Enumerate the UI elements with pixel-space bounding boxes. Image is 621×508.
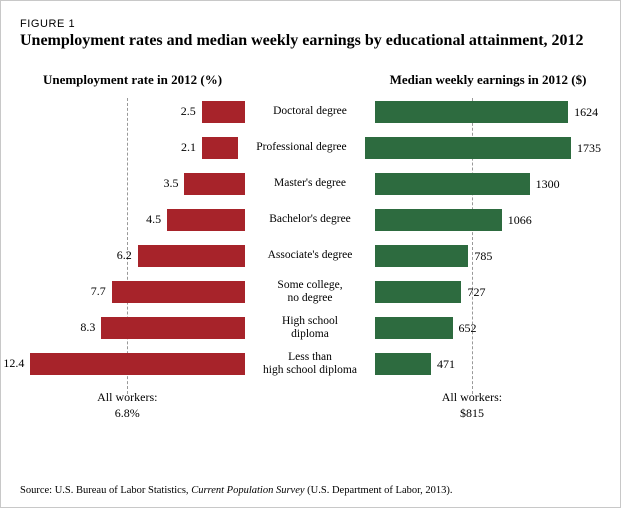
- category-label: Bachelor's degree: [245, 213, 375, 226]
- left-ref-label-1: All workers:: [87, 390, 167, 406]
- unemployment-value: 4.5: [146, 212, 161, 227]
- unemployment-bar: [167, 209, 245, 231]
- unemployment-bar: [202, 137, 238, 159]
- left-bar-zone: 6.2: [20, 242, 245, 270]
- panel-title-spacer: [245, 72, 375, 88]
- unemployment-value: 2.5: [181, 104, 196, 119]
- category-label: Some college,no degree: [245, 279, 375, 305]
- category-label: Less thanhigh school diploma: [245, 351, 375, 377]
- source-prefix: Source: U.S. Bureau of Labor Statistics,: [20, 485, 191, 496]
- right-bar-zone: 785: [375, 242, 601, 270]
- source-citation: Source: U.S. Bureau of Labor Statistics,…: [20, 485, 453, 496]
- unemployment-value: 6.2: [117, 248, 132, 263]
- source-italic: Current Population Survey: [191, 485, 304, 496]
- left-bar-zone: 3.5: [20, 170, 245, 198]
- left-reference-label: All workers:6.8%: [87, 390, 167, 421]
- chart-row: 2.1 Professional degree 1735: [20, 134, 601, 162]
- right-bar-zone: 1735: [365, 134, 601, 162]
- chart-row: 2.5 Doctoral degree 1624: [20, 98, 601, 126]
- unemployment-bar: [138, 245, 245, 267]
- earnings-value: 1066: [508, 213, 532, 228]
- panel-titles: Unemployment rate in 2012 (%) Median wee…: [20, 72, 601, 88]
- earnings-bar: [375, 245, 468, 267]
- unemployment-bar: [112, 281, 245, 303]
- chart-row: 4.5 Bachelor's degree 1066: [20, 206, 601, 234]
- unemployment-value: 3.5: [163, 176, 178, 191]
- unemployment-bar: [30, 353, 245, 375]
- chart-row: 7.7 Some college,no degree 727: [20, 278, 601, 306]
- reference-labels: All workers:6.8%All workers:$815: [20, 390, 601, 430]
- left-bar-zone: 4.5: [20, 206, 245, 234]
- unemployment-value: 12.4: [3, 356, 24, 371]
- left-bar-zone: 7.7: [20, 278, 245, 306]
- category-label: High schooldiploma: [245, 315, 375, 341]
- chart-row: 8.3 High schooldiploma 652: [20, 314, 601, 342]
- right-bar-zone: 727: [375, 278, 601, 306]
- left-bar-zone: 2.5: [20, 98, 245, 126]
- earnings-bar: [375, 173, 530, 195]
- category-label: Professional degree: [238, 141, 364, 154]
- earnings-value: 785: [474, 249, 492, 264]
- earnings-value: 1735: [577, 141, 601, 156]
- unemployment-value: 7.7: [91, 284, 106, 299]
- figure-label: FIGURE 1: [20, 18, 601, 30]
- right-bar-zone: 652: [375, 314, 601, 342]
- left-bar-zone: 12.4: [20, 350, 245, 378]
- left-panel-title: Unemployment rate in 2012 (%): [20, 72, 245, 88]
- earnings-bar: [375, 353, 431, 375]
- earnings-bar: [375, 317, 453, 339]
- earnings-bar: [375, 281, 461, 303]
- chart-row: 6.2 Associate's degree 785: [20, 242, 601, 270]
- left-bar-zone: 2.1: [20, 134, 238, 162]
- unemployment-value: 8.3: [80, 320, 95, 335]
- chart-row: 12.4Less thanhigh school diploma 471: [20, 350, 601, 378]
- left-bar-zone: 8.3: [20, 314, 245, 342]
- earnings-value: 471: [437, 357, 455, 372]
- unemployment-value: 2.1: [181, 140, 196, 155]
- source-suffix: (U.S. Department of Labor, 2013).: [305, 485, 453, 496]
- earnings-value: 1624: [574, 105, 598, 120]
- unemployment-bar: [202, 101, 245, 123]
- right-bar-zone: 1624: [375, 98, 601, 126]
- earnings-bar: [375, 209, 502, 231]
- right-ref-label-2: $815: [432, 406, 512, 422]
- unemployment-bar: [184, 173, 245, 195]
- unemployment-bar: [101, 317, 245, 339]
- earnings-value: 727: [467, 285, 485, 300]
- right-bar-zone: 471: [375, 350, 601, 378]
- chart-title: Unemployment rates and median weekly ear…: [20, 32, 601, 50]
- earnings-value: 652: [459, 321, 477, 336]
- earnings-bar: [375, 101, 568, 123]
- right-ref-label-1: All workers:: [432, 390, 512, 406]
- right-panel-title: Median weekly earnings in 2012 ($): [375, 72, 601, 88]
- right-reference-label: All workers:$815: [432, 390, 512, 421]
- earnings-value: 1300: [536, 177, 560, 192]
- left-ref-label-2: 6.8%: [87, 406, 167, 422]
- earnings-bar: [365, 137, 571, 159]
- category-label: Master's degree: [245, 177, 375, 190]
- right-bar-zone: 1300: [375, 170, 601, 198]
- category-label: Doctoral degree: [245, 105, 375, 118]
- chart-area: 2.5 Doctoral degree 1624 2.1 Professional de…: [20, 98, 601, 418]
- right-bar-zone: 1066: [375, 206, 601, 234]
- category-label: Associate's degree: [245, 249, 375, 262]
- chart-row: 3.5 Master's degree 1300: [20, 170, 601, 198]
